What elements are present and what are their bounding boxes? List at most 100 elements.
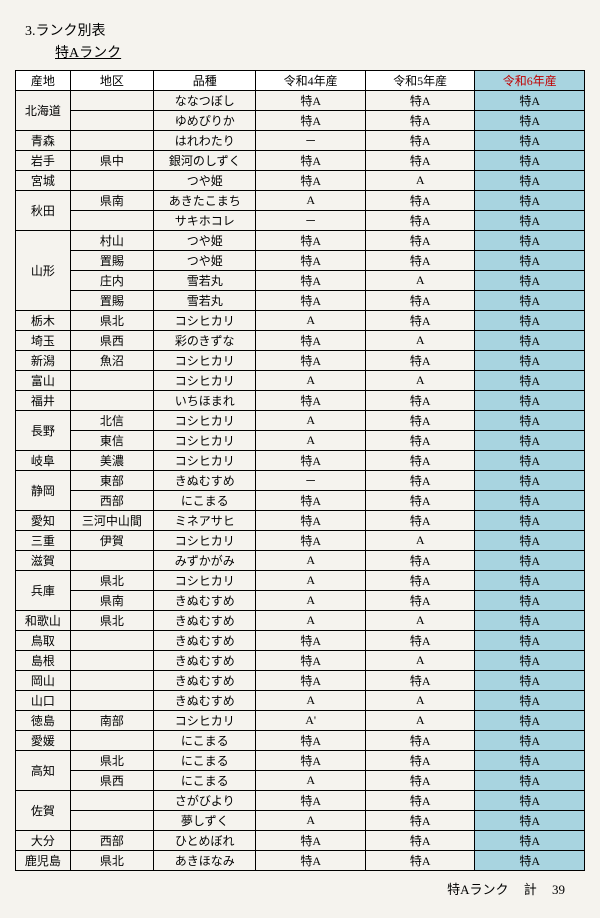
cell-prefecture: 秋田 [16,191,71,231]
cell-y6: 特A [475,711,585,731]
cell-prefecture: 岡山 [16,671,71,691]
cell-prefecture: 埼玉 [16,331,71,351]
cell-y6: 特A [475,431,585,451]
cell-variety: にこまる [154,771,256,791]
cell-y6: 特A [475,591,585,611]
cell-variety: さがびより [154,791,256,811]
cell-area [70,811,153,831]
cell-variety: コシヒカリ [154,311,256,331]
summary-count-label: 計 [524,882,537,897]
cell-variety: きぬむすめ [154,611,256,631]
cell-area: 県北 [70,571,153,591]
cell-y4: A [256,311,366,331]
cell-variety: サキホコレ [154,211,256,231]
cell-area: 置賜 [70,291,153,311]
cell-y4: 特A [256,151,366,171]
cell-y4: A [256,371,366,391]
cell-prefecture: 高知 [16,751,71,791]
cell-y4: 特A [256,391,366,411]
table-row: 新潟魚沼コシヒカリ特A特A特A [16,351,585,371]
cell-variety: コシヒカリ [154,371,256,391]
cell-y5: 特A [365,571,475,591]
table-header-row: 産地 地区 品種 令和4年産 令和5年産 令和6年産 [16,71,585,91]
cell-prefecture: 三重 [16,531,71,551]
cell-area [70,731,153,751]
cell-variety: コシヒカリ [154,451,256,471]
cell-y5: A [365,271,475,291]
cell-y4: A [256,811,366,831]
cell-variety: きぬむすめ [154,471,256,491]
table-row: 置賜つや姫特A特A特A [16,251,585,271]
table-row: 鹿児島県北あきほなみ特A特A特A [16,851,585,871]
cell-area: 県西 [70,331,153,351]
cell-y5: 特A [365,251,475,271]
cell-y6: 特A [475,771,585,791]
table-row: 鳥取きぬむすめ特A特A特A [16,631,585,651]
table-row: 愛知三河中山間ミネアサヒ特A特A特A [16,511,585,531]
cell-prefecture: 愛媛 [16,731,71,751]
cell-variety: つや姫 [154,231,256,251]
cell-y5: 特A [365,511,475,531]
cell-area: 東信 [70,431,153,451]
cell-area [70,131,153,151]
cell-prefecture: 山口 [16,691,71,711]
cell-area: 県南 [70,591,153,611]
table-row: 青森はれわたり－特A特A [16,131,585,151]
cell-prefecture: 島根 [16,651,71,671]
table-row: 愛媛にこまる特A特A特A [16,731,585,751]
cell-y6: 特A [475,691,585,711]
table-row: 富山コシヒカリAA特A [16,371,585,391]
cell-prefecture: 岩手 [16,151,71,171]
cell-y5: 特A [365,671,475,691]
cell-y5: 特A [365,351,475,371]
cell-area: 東部 [70,471,153,491]
cell-y5: 特A [365,851,475,871]
cell-y6: 特A [475,251,585,271]
cell-prefecture: 鹿児島 [16,851,71,871]
cell-prefecture: 長野 [16,411,71,451]
cell-area [70,631,153,651]
table-row: 岡山きぬむすめ特A特A特A [16,671,585,691]
cell-prefecture: 新潟 [16,351,71,371]
col-y5: 令和5年産 [365,71,475,91]
cell-prefecture: 栃木 [16,311,71,331]
table-row: 県南きぬむすめA特A特A [16,591,585,611]
cell-y6: 特A [475,671,585,691]
cell-y4: 特A [256,651,366,671]
table-row: 高知県北にこまる特A特A特A [16,751,585,771]
cell-variety: 彩のきずな [154,331,256,351]
cell-y6: 特A [475,371,585,391]
cell-area [70,111,153,131]
cell-y4: 特A [256,631,366,651]
cell-variety: 雪若丸 [154,291,256,311]
cell-y4: 特A [256,91,366,111]
cell-y6: 特A [475,571,585,591]
col-area: 地区 [70,71,153,91]
cell-y4: 特A [256,531,366,551]
cell-variety: いちほまれ [154,391,256,411]
cell-area: 県北 [70,611,153,631]
cell-variety: あきたこまち [154,191,256,211]
cell-y5: 特A [365,211,475,231]
cell-y6: 特A [475,351,585,371]
cell-area: 置賜 [70,251,153,271]
cell-area [70,691,153,711]
cell-area [70,551,153,571]
cell-prefecture: 山形 [16,231,71,311]
table-row: 島根きぬむすめ特AA特A [16,651,585,671]
col-y4: 令和4年産 [256,71,366,91]
cell-area [70,211,153,231]
rank-table: 産地 地区 品種 令和4年産 令和5年産 令和6年産 北海道ななつぼし特A特A特… [15,70,585,871]
cell-variety: 雪若丸 [154,271,256,291]
cell-y6: 特A [475,211,585,231]
cell-variety: コシヒカリ [154,711,256,731]
cell-variety: ひとめぼれ [154,831,256,851]
cell-y4: 特A [256,851,366,871]
cell-area: 県北 [70,851,153,871]
cell-y5: A [365,691,475,711]
cell-y5: 特A [365,131,475,151]
cell-prefecture: 北海道 [16,91,71,131]
cell-y6: 特A [475,751,585,771]
cell-y4: 特A [256,231,366,251]
cell-y4: 特A [256,511,366,531]
